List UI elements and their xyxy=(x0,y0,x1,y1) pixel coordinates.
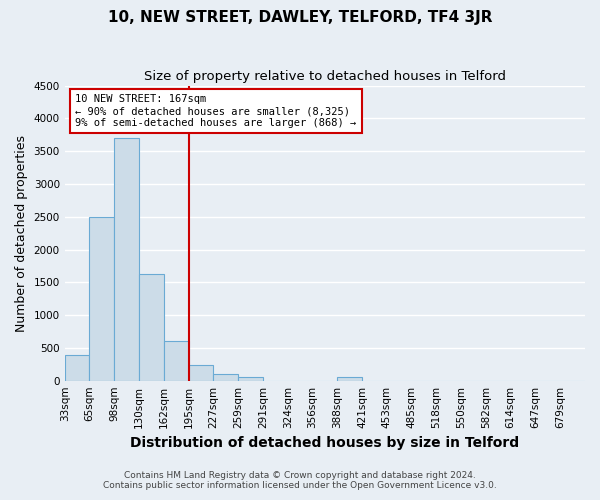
Text: 10, NEW STREET, DAWLEY, TELFORD, TF4 3JR: 10, NEW STREET, DAWLEY, TELFORD, TF4 3JR xyxy=(108,10,492,25)
Bar xyxy=(238,377,263,380)
Text: 10 NEW STREET: 167sqm
← 90% of detached houses are smaller (8,325)
9% of semi-de: 10 NEW STREET: 167sqm ← 90% of detached … xyxy=(75,94,356,128)
Bar xyxy=(65,355,89,380)
Bar xyxy=(164,342,188,380)
Bar xyxy=(89,216,114,380)
Bar xyxy=(214,374,238,380)
Text: Contains HM Land Registry data © Crown copyright and database right 2024.
Contai: Contains HM Land Registry data © Crown c… xyxy=(103,470,497,490)
Bar xyxy=(114,138,139,380)
X-axis label: Distribution of detached houses by size in Telford: Distribution of detached houses by size … xyxy=(130,436,520,450)
Bar xyxy=(337,377,362,380)
Bar xyxy=(139,274,164,380)
Title: Size of property relative to detached houses in Telford: Size of property relative to detached ho… xyxy=(144,70,506,83)
Bar xyxy=(188,365,214,380)
Y-axis label: Number of detached properties: Number of detached properties xyxy=(15,134,28,332)
